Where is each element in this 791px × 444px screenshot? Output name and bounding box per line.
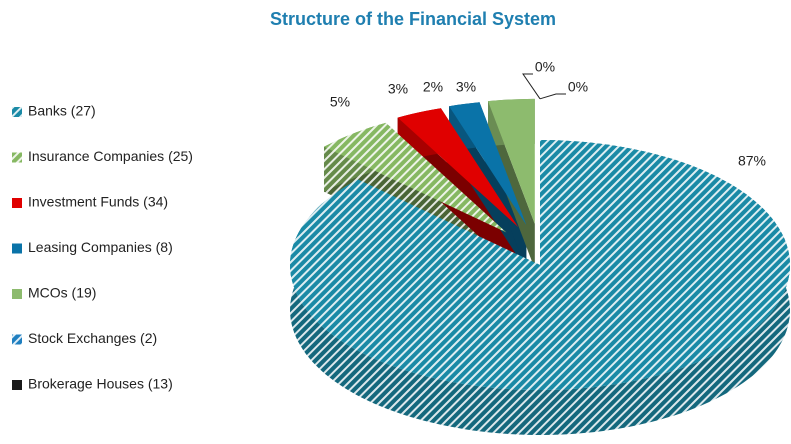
data-label: 3%	[456, 79, 476, 95]
legend-swatch	[12, 198, 22, 208]
legend-swatch	[12, 380, 22, 390]
data-label: 3%	[388, 81, 408, 97]
legend-label: Investment Funds (34)	[28, 194, 168, 210]
leader-line	[539, 93, 566, 100]
legend-label: Banks (27)	[28, 103, 96, 119]
pie-slice	[397, 108, 519, 228]
data-label: 5%	[330, 94, 350, 110]
data-label: 0%	[568, 79, 588, 95]
legend-label: Leasing Companies (8)	[28, 239, 173, 255]
legend-label: Brokerage Houses (13)	[28, 376, 173, 392]
legend-swatch	[12, 334, 22, 345]
legend-label: MCOs (19)	[28, 285, 96, 301]
leader-line	[522, 73, 541, 100]
data-label: 0%	[535, 59, 555, 75]
data-label: 87%	[738, 153, 766, 169]
chart-title: Structure of the Financial System	[270, 9, 556, 29]
legend-label: Stock Exchanges (2)	[28, 330, 157, 346]
legend-swatch	[12, 152, 22, 163]
legend-swatch	[12, 289, 22, 299]
pie-slice	[449, 102, 527, 225]
pie-slice	[324, 122, 507, 233]
legend-swatch	[12, 243, 22, 254]
pie-slice	[290, 140, 790, 390]
legend-swatch	[12, 107, 22, 117]
data-label: 2%	[423, 79, 443, 95]
pie-slice	[488, 98, 535, 224]
legend-label: Insurance Companies (25)	[28, 148, 193, 164]
